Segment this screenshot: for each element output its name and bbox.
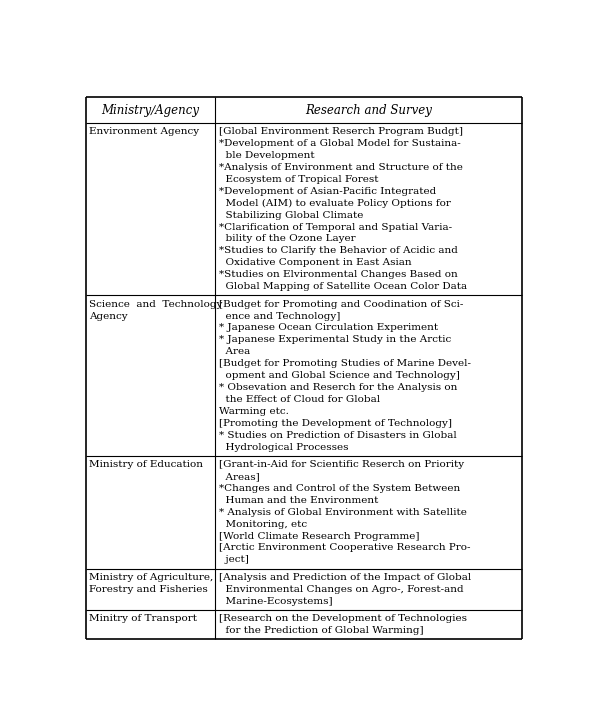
Text: Marine-Ecosystems]: Marine-Ecosystems] bbox=[219, 597, 332, 605]
Text: Environment Agency: Environment Agency bbox=[90, 127, 199, 136]
Text: * Japanese Experimental Study in the Arctic: * Japanese Experimental Study in the Arc… bbox=[219, 335, 451, 344]
Text: the Effect of Cloud for Global: the Effect of Cloud for Global bbox=[219, 395, 380, 404]
Text: Monitoring, etc: Monitoring, etc bbox=[219, 520, 307, 529]
Text: Model (AIM) to evaluate Policy Options for: Model (AIM) to evaluate Policy Options f… bbox=[219, 199, 451, 208]
Text: * Obsevation and Reserch for the Analysis on: * Obsevation and Reserch for the Analysi… bbox=[219, 383, 457, 392]
Text: * Japanese Ocean Circulation Experiment: * Japanese Ocean Circulation Experiment bbox=[219, 324, 438, 333]
Text: ject]: ject] bbox=[219, 555, 248, 564]
Text: bility of the Ozone Layer: bility of the Ozone Layer bbox=[219, 234, 355, 243]
Text: *Development of Asian-Pacific Integrated: *Development of Asian-Pacific Integrated bbox=[219, 187, 436, 196]
Text: [Research on the Development of Technologies: [Research on the Development of Technolo… bbox=[219, 614, 467, 623]
Text: Human and the Environment: Human and the Environment bbox=[219, 496, 378, 505]
Text: opment and Global Science and Technology]: opment and Global Science and Technology… bbox=[219, 371, 460, 380]
Text: Global Mapping of Satellite Ocean Color Data: Global Mapping of Satellite Ocean Color … bbox=[219, 282, 467, 291]
Text: Science  and  Technology: Science and Technology bbox=[90, 300, 222, 309]
Text: [Grant-in-Aid for Scientific Reserch on Priority: [Grant-in-Aid for Scientific Reserch on … bbox=[219, 460, 464, 469]
Text: Hydrological Processes: Hydrological Processes bbox=[219, 443, 348, 452]
Text: *Analysis of Environment and Structure of the: *Analysis of Environment and Structure o… bbox=[219, 163, 463, 172]
Text: Ecosystem of Tropical Forest: Ecosystem of Tropical Forest bbox=[219, 175, 378, 184]
Text: Stabilizing Global Climate: Stabilizing Global Climate bbox=[219, 211, 363, 220]
Text: Warming etc.: Warming etc. bbox=[219, 407, 288, 416]
Text: [Budget for Promoting and Coodination of Sci-: [Budget for Promoting and Coodination of… bbox=[219, 300, 463, 309]
Text: [Budget for Promoting Studies of Marine Devel-: [Budget for Promoting Studies of Marine … bbox=[219, 359, 470, 368]
Text: ble Development: ble Development bbox=[219, 151, 314, 160]
Text: [World Climate Research Programme]: [World Climate Research Programme] bbox=[219, 531, 419, 541]
Text: [Promoting the Development of Technology]: [Promoting the Development of Technology… bbox=[219, 419, 451, 428]
Text: [Arctic Environment Cooperative Research Pro-: [Arctic Environment Cooperative Research… bbox=[219, 544, 470, 552]
Text: Ministry of Agriculture,: Ministry of Agriculture, bbox=[90, 573, 213, 582]
Text: Research and Survey: Research and Survey bbox=[305, 104, 432, 117]
Text: [Analysis and Prediction of the Impact of Global: [Analysis and Prediction of the Impact o… bbox=[219, 573, 471, 582]
Text: Oxidative Component in East Asian: Oxidative Component in East Asian bbox=[219, 258, 411, 267]
Text: [Global Environment Reserch Program Budgt]: [Global Environment Reserch Program Budg… bbox=[219, 127, 463, 136]
Text: *Development of a Global Model for Sustaina-: *Development of a Global Model for Susta… bbox=[219, 139, 460, 148]
Text: * Studies on Prediction of Disasters in Global: * Studies on Prediction of Disasters in … bbox=[219, 431, 456, 440]
Text: Area: Area bbox=[219, 347, 250, 356]
Text: Forestry and Fisheries: Forestry and Fisheries bbox=[90, 585, 208, 594]
Text: Ministry∕Agency: Ministry∕Agency bbox=[101, 104, 199, 117]
Text: *Clarification of Temporal and Spatial Varia-: *Clarification of Temporal and Spatial V… bbox=[219, 223, 452, 232]
Text: ence and Technology]: ence and Technology] bbox=[219, 311, 340, 321]
Text: *Studies to Clarify the Behavior of Acidic and: *Studies to Clarify the Behavior of Acid… bbox=[219, 246, 457, 256]
Text: Areas]: Areas] bbox=[219, 472, 259, 481]
Text: Minitry of Transport: Minitry of Transport bbox=[90, 614, 197, 623]
Text: Agency: Agency bbox=[90, 311, 128, 321]
Text: * Analysis of Global Environment with Satellite: * Analysis of Global Environment with Sa… bbox=[219, 507, 467, 517]
Text: *Changes and Control of the System Between: *Changes and Control of the System Betwe… bbox=[219, 484, 460, 493]
Text: Ministry of Education: Ministry of Education bbox=[90, 460, 203, 469]
Text: Environmental Changes on Agro-, Forest-and: Environmental Changes on Agro-, Forest-a… bbox=[219, 585, 463, 594]
Text: for the Prediction of Global Warming]: for the Prediction of Global Warming] bbox=[219, 626, 423, 635]
Text: *Studies on Elvironmental Changes Based on: *Studies on Elvironmental Changes Based … bbox=[219, 270, 457, 280]
